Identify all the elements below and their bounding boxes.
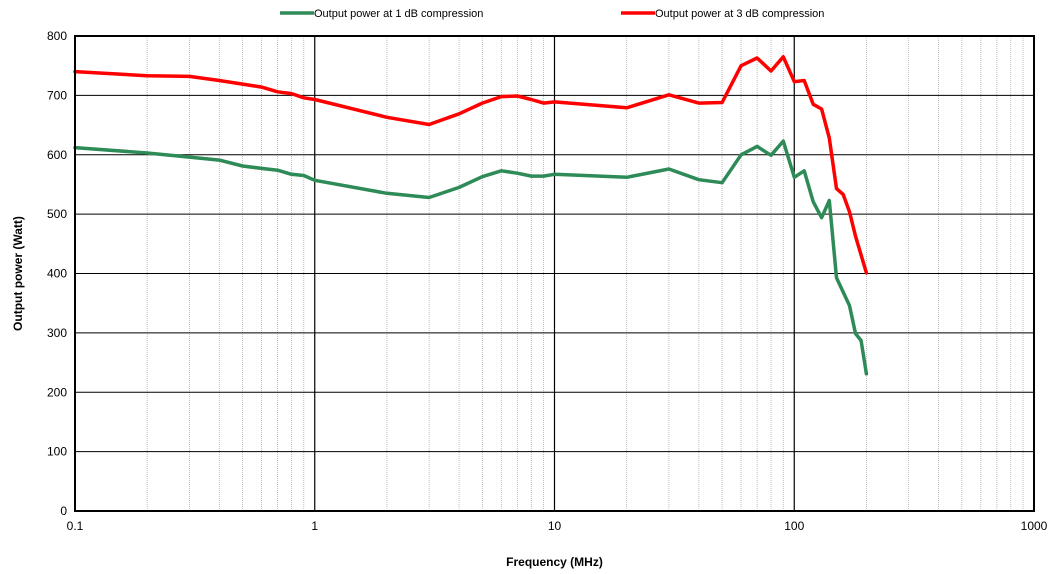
x-tick-label: 1000: [1021, 519, 1048, 533]
y-tick-label: 700: [47, 88, 67, 102]
series-line-1: [73, 139, 869, 376]
legend-label-2: Output power at 3 dB compression: [655, 8, 824, 20]
series-layer: [73, 55, 869, 376]
y-tick-label: 500: [47, 207, 67, 221]
y-tick-label: 300: [47, 326, 67, 340]
plot-frame: [74, 35, 1035, 512]
x-tick-label: 1: [311, 519, 318, 533]
y-axis-title: Output power (Watt): [11, 216, 25, 331]
x-axis-ticks: 0.1 1 10 100 1000: [67, 519, 1048, 533]
x-axis-title: Frequency (MHz): [506, 555, 603, 569]
grid: [75, 36, 1034, 511]
x-tick-label: 0.1: [67, 519, 84, 533]
y-tick-label: 400: [47, 267, 67, 281]
y-tick-label: 600: [47, 148, 67, 162]
y-axis-ticks: 0 100 200 300 400 500 600 700 800: [47, 29, 67, 518]
y-tick-label: 800: [47, 29, 67, 43]
legend-label-1: Output power at 1 dB compression: [314, 8, 483, 20]
series-line-2: [73, 55, 869, 275]
legend: Output power at 1 dB compression Output p…: [280, 8, 824, 20]
y-tick-label: 200: [47, 385, 67, 399]
x-tick-label: 100: [784, 519, 804, 533]
x-tick-label: 10: [548, 519, 562, 533]
y-tick-label: 0: [60, 504, 67, 518]
y-tick-label: 100: [47, 445, 67, 459]
